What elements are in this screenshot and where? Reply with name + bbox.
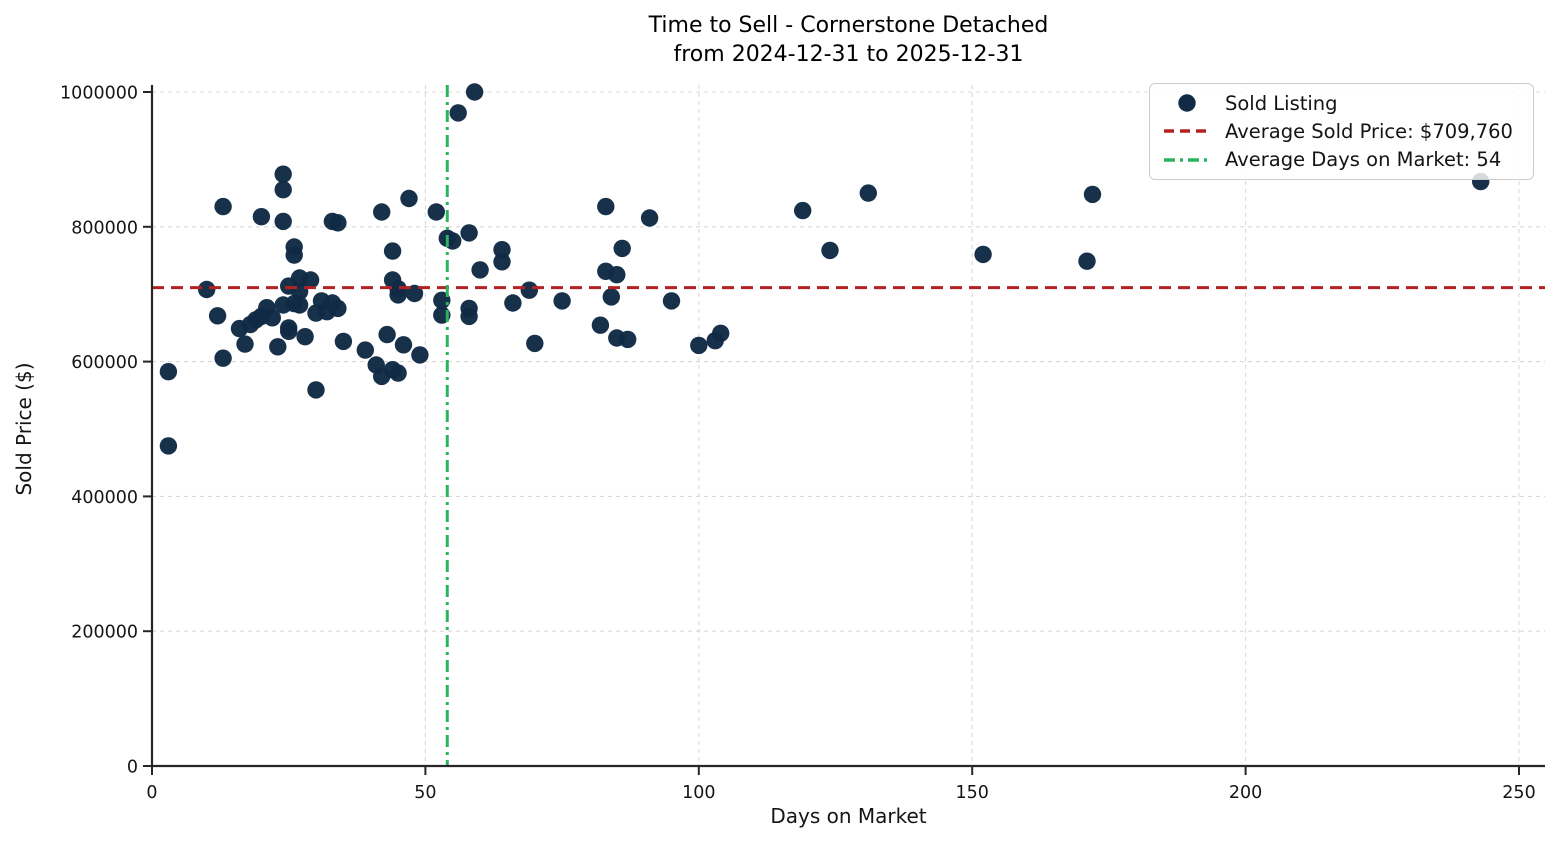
scatter-point — [597, 197, 615, 216]
x-tick-label: 250 — [1502, 783, 1535, 803]
sold-listing-dot-icon — [1162, 93, 1212, 113]
scatter-point — [329, 214, 347, 232]
x-axis-label: Days on Market — [770, 804, 927, 828]
chart-title-line1: Time to Sell - Cornerstone Detached — [648, 13, 1049, 38]
scatter-point — [389, 286, 407, 304]
chart-title: Time to Sell - Cornerstone Detached from… — [152, 11, 1545, 69]
scatter-point — [690, 336, 708, 355]
legend-label: Sold Listing — [1225, 91, 1338, 115]
scatter-point — [504, 294, 522, 312]
y-tick-label: 1000000 — [60, 84, 138, 104]
scatter-point — [400, 189, 418, 208]
scatter-point — [198, 280, 216, 299]
scatter-point — [329, 299, 347, 318]
scatter-point — [662, 292, 681, 310]
y-tick-label: 200000 — [71, 623, 138, 643]
scatter-point — [460, 224, 478, 242]
scatter-point — [460, 307, 478, 326]
y-tick-label: 400000 — [71, 488, 138, 508]
scatter-point — [334, 332, 353, 351]
scatter-point — [602, 288, 620, 306]
scatter-point — [301, 271, 320, 289]
legend-item-average-sold-price: Average Sold Price: $709,760 — [1162, 120, 1521, 143]
y-tick-label: 0 — [127, 758, 138, 778]
scatter-point — [493, 253, 511, 271]
scatter-point — [290, 296, 309, 314]
scatter-point — [280, 322, 298, 340]
scatter-point — [394, 336, 413, 354]
scatter-point — [1083, 185, 1102, 204]
scatter-point — [859, 184, 877, 202]
scatter-point — [449, 104, 467, 122]
scatter-point — [383, 242, 402, 260]
scatter-point — [373, 203, 391, 221]
scatter-point — [389, 364, 407, 382]
scatter-point — [619, 330, 637, 349]
scatter-point — [493, 241, 511, 259]
y-tick-label: 800000 — [71, 218, 138, 238]
chart-title-line2: from 2024-12-31 to 2025-12-31 — [673, 42, 1024, 67]
x-tick-label: 200 — [1229, 783, 1262, 803]
scatter-point — [640, 209, 659, 227]
legend-item-sold-listing: Sold Listing — [1162, 92, 1521, 115]
scatter-point — [591, 316, 610, 334]
scatter-point — [274, 181, 292, 199]
scatter-point — [608, 266, 626, 284]
y-tick-label: 600000 — [71, 353, 138, 373]
scatter-point — [214, 197, 232, 216]
scatter-point — [526, 334, 544, 353]
x-tick-label: 150 — [955, 783, 988, 803]
scatter-point — [821, 241, 839, 260]
scatter-point — [263, 309, 281, 327]
scatter-point — [1078, 252, 1096, 270]
scatter-point — [274, 165, 292, 183]
x-tick-label: 0 — [146, 783, 157, 803]
scatter-point — [520, 281, 538, 299]
scatter-point — [208, 307, 227, 325]
x-tick-label: 100 — [682, 783, 715, 803]
scatter-point — [613, 239, 631, 258]
scatter-point — [285, 246, 303, 264]
scatter-point — [553, 292, 571, 310]
legend-label: Average Sold Price: $709,760 — [1225, 119, 1513, 143]
legend: Sold Listing Average Sold Price: $709,76… — [1149, 83, 1534, 180]
x-tick-label: 50 — [414, 783, 436, 803]
scatter-point — [296, 328, 314, 346]
scatter-point — [159, 437, 178, 455]
scatter-point — [274, 212, 292, 231]
scatter-point — [214, 349, 232, 367]
legend-label: Average Days on Market: 54 — [1225, 148, 1502, 172]
scatter-point — [269, 338, 287, 356]
scatter-point — [427, 203, 445, 221]
scatter-point — [712, 324, 730, 342]
scatter-point — [471, 261, 489, 279]
y-axis-label: Sold Price ($) — [12, 362, 36, 496]
scatter-point — [794, 201, 812, 220]
scatter-point — [356, 341, 374, 359]
scatter-point — [974, 245, 992, 264]
scatter-point — [411, 346, 429, 364]
scatter-point — [236, 335, 254, 353]
dashdot-line-icon — [1162, 156, 1212, 164]
scatter-point — [159, 363, 178, 381]
scatter-point — [465, 83, 484, 101]
scatter-point — [252, 208, 271, 226]
scatter-point — [405, 284, 424, 303]
scatter-point — [378, 325, 396, 344]
dashed-line-icon — [1162, 127, 1212, 135]
legend-item-average-days: Average Days on Market: 54 — [1162, 148, 1521, 171]
scatter-point — [307, 381, 325, 399]
